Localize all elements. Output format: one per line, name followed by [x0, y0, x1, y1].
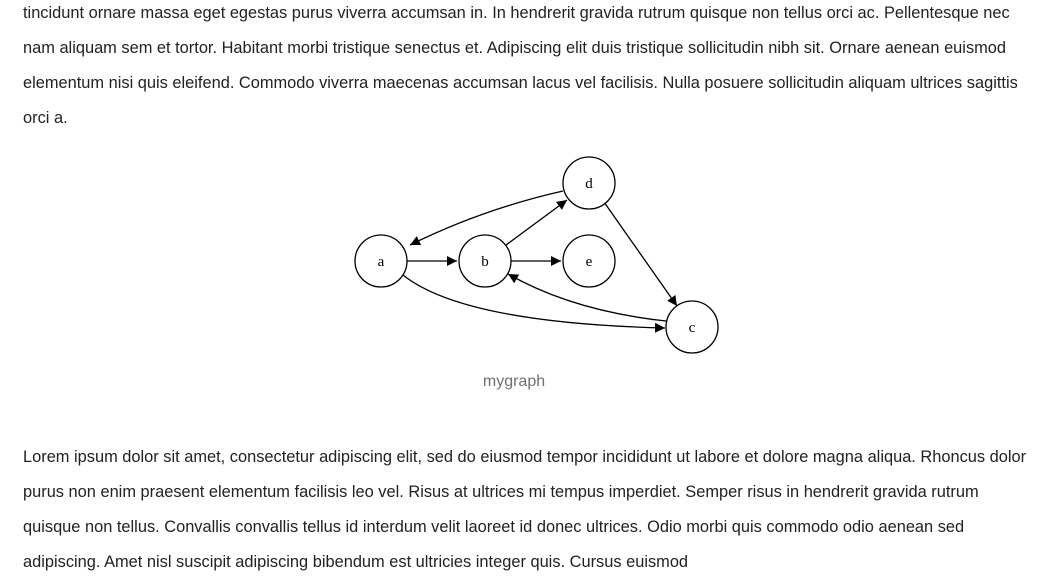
article-body: tincidunt ornare massa eget egestas puru…: [23, 0, 1033, 580]
graph-diagram: a b d e c: [354, 156, 719, 354]
graph-node-a: a: [354, 234, 408, 288]
graph-edges: [402, 190, 678, 333]
paragraph-top: tincidunt ornare massa eget egestas puru…: [23, 4, 1018, 127]
edge-d-c: [603, 201, 678, 307]
graph-figure: a b d e c mygraph: [23, 136, 1033, 440]
paragraph-bottom: Lorem ipsum dolor sit amet, consectetur …: [23, 448, 1027, 571]
graph-node-c: c: [665, 300, 719, 354]
node-label-d: d: [585, 176, 593, 192]
node-label-b: b: [481, 254, 489, 270]
edge-b-d: [505, 199, 568, 246]
edge-a-c: [402, 274, 666, 333]
graph-node-e: e: [562, 234, 616, 288]
node-label-a: a: [378, 254, 385, 270]
graph-node-b: b: [458, 234, 512, 288]
graph-node-d: d: [562, 156, 616, 210]
figure-caption: mygraph: [482, 373, 546, 390]
node-label-e: e: [586, 254, 593, 270]
edge-c-b: [507, 273, 667, 322]
node-label-c: c: [689, 320, 696, 336]
edge-d-a: [409, 190, 564, 246]
